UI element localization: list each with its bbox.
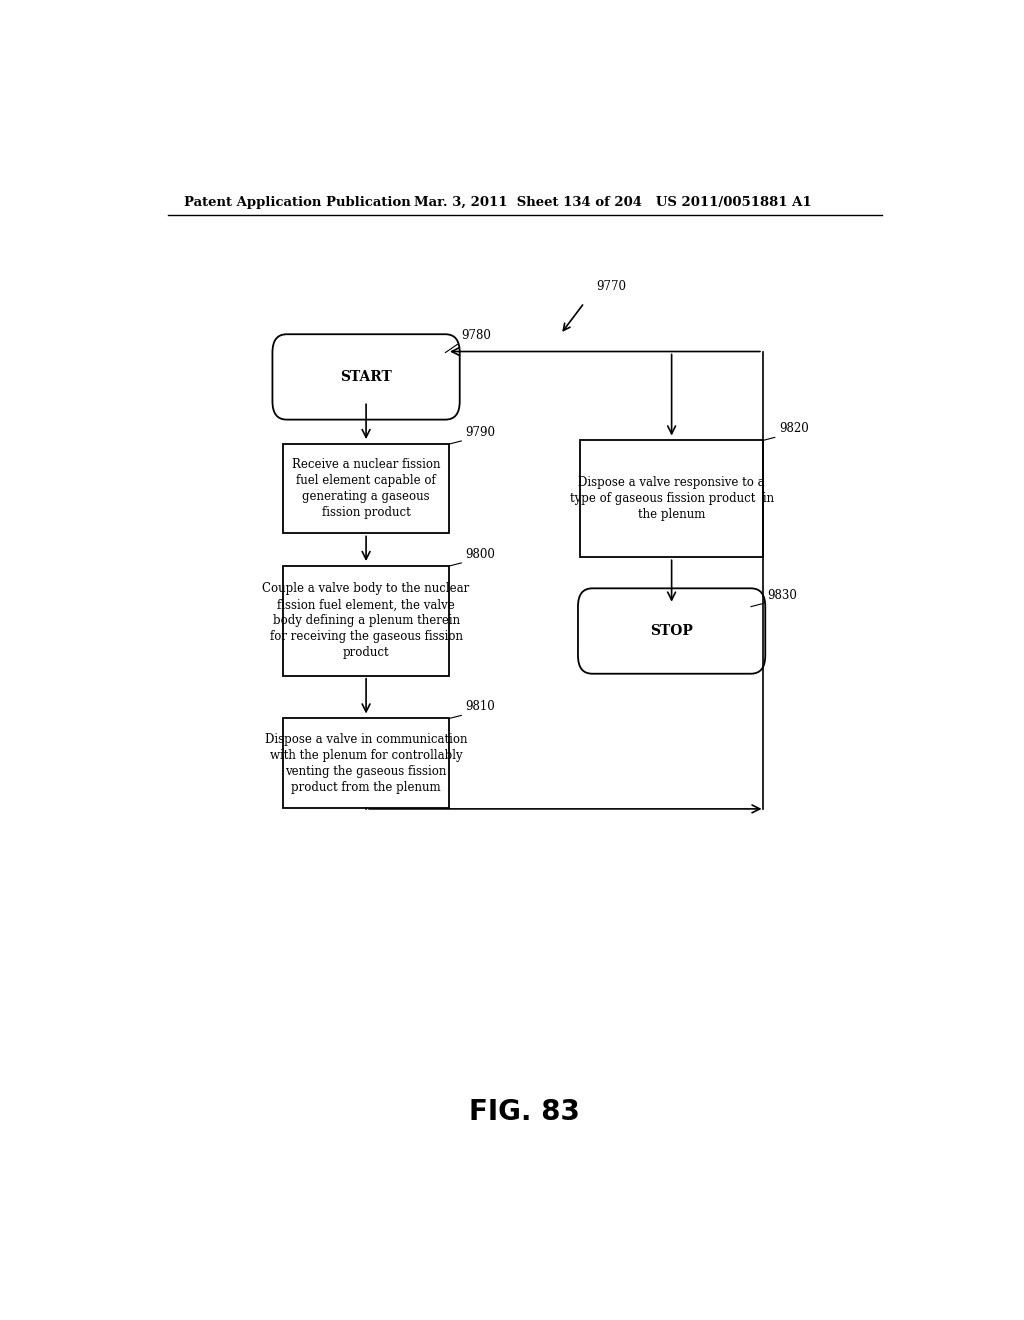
Text: Couple a valve body to the nuclear
fission fuel element, the valve
body defining: Couple a valve body to the nuclear fissi… bbox=[262, 582, 470, 660]
Text: 9810: 9810 bbox=[465, 701, 495, 713]
Text: 9830: 9830 bbox=[767, 589, 797, 602]
Text: Dispose a valve in communication
with the plenum for controllably
venting the ga: Dispose a valve in communication with th… bbox=[265, 733, 467, 793]
Bar bbox=[283, 566, 450, 676]
Text: 9800: 9800 bbox=[465, 548, 496, 561]
FancyBboxPatch shape bbox=[578, 589, 765, 673]
Text: 9820: 9820 bbox=[779, 422, 809, 436]
Bar bbox=[283, 718, 450, 808]
Bar bbox=[283, 444, 450, 533]
Text: Dispose a valve responsive to a
type of gaseous fission product  in
the plenum: Dispose a valve responsive to a type of … bbox=[569, 477, 774, 521]
Text: STOP: STOP bbox=[650, 624, 693, 638]
Text: 9770: 9770 bbox=[596, 280, 627, 293]
Text: START: START bbox=[340, 370, 392, 384]
Text: FIG. 83: FIG. 83 bbox=[469, 1098, 581, 1126]
Text: Patent Application Publication: Patent Application Publication bbox=[183, 195, 411, 209]
Text: Mar. 3, 2011  Sheet 134 of 204   US 2011/0051881 A1: Mar. 3, 2011 Sheet 134 of 204 US 2011/00… bbox=[414, 195, 811, 209]
Text: 9790: 9790 bbox=[465, 426, 496, 440]
Bar bbox=[581, 441, 763, 557]
Text: 9780: 9780 bbox=[462, 330, 492, 342]
Text: Receive a nuclear fission
fuel element capable of
generating a gaseous
fission p: Receive a nuclear fission fuel element c… bbox=[292, 458, 440, 519]
FancyBboxPatch shape bbox=[272, 334, 460, 420]
